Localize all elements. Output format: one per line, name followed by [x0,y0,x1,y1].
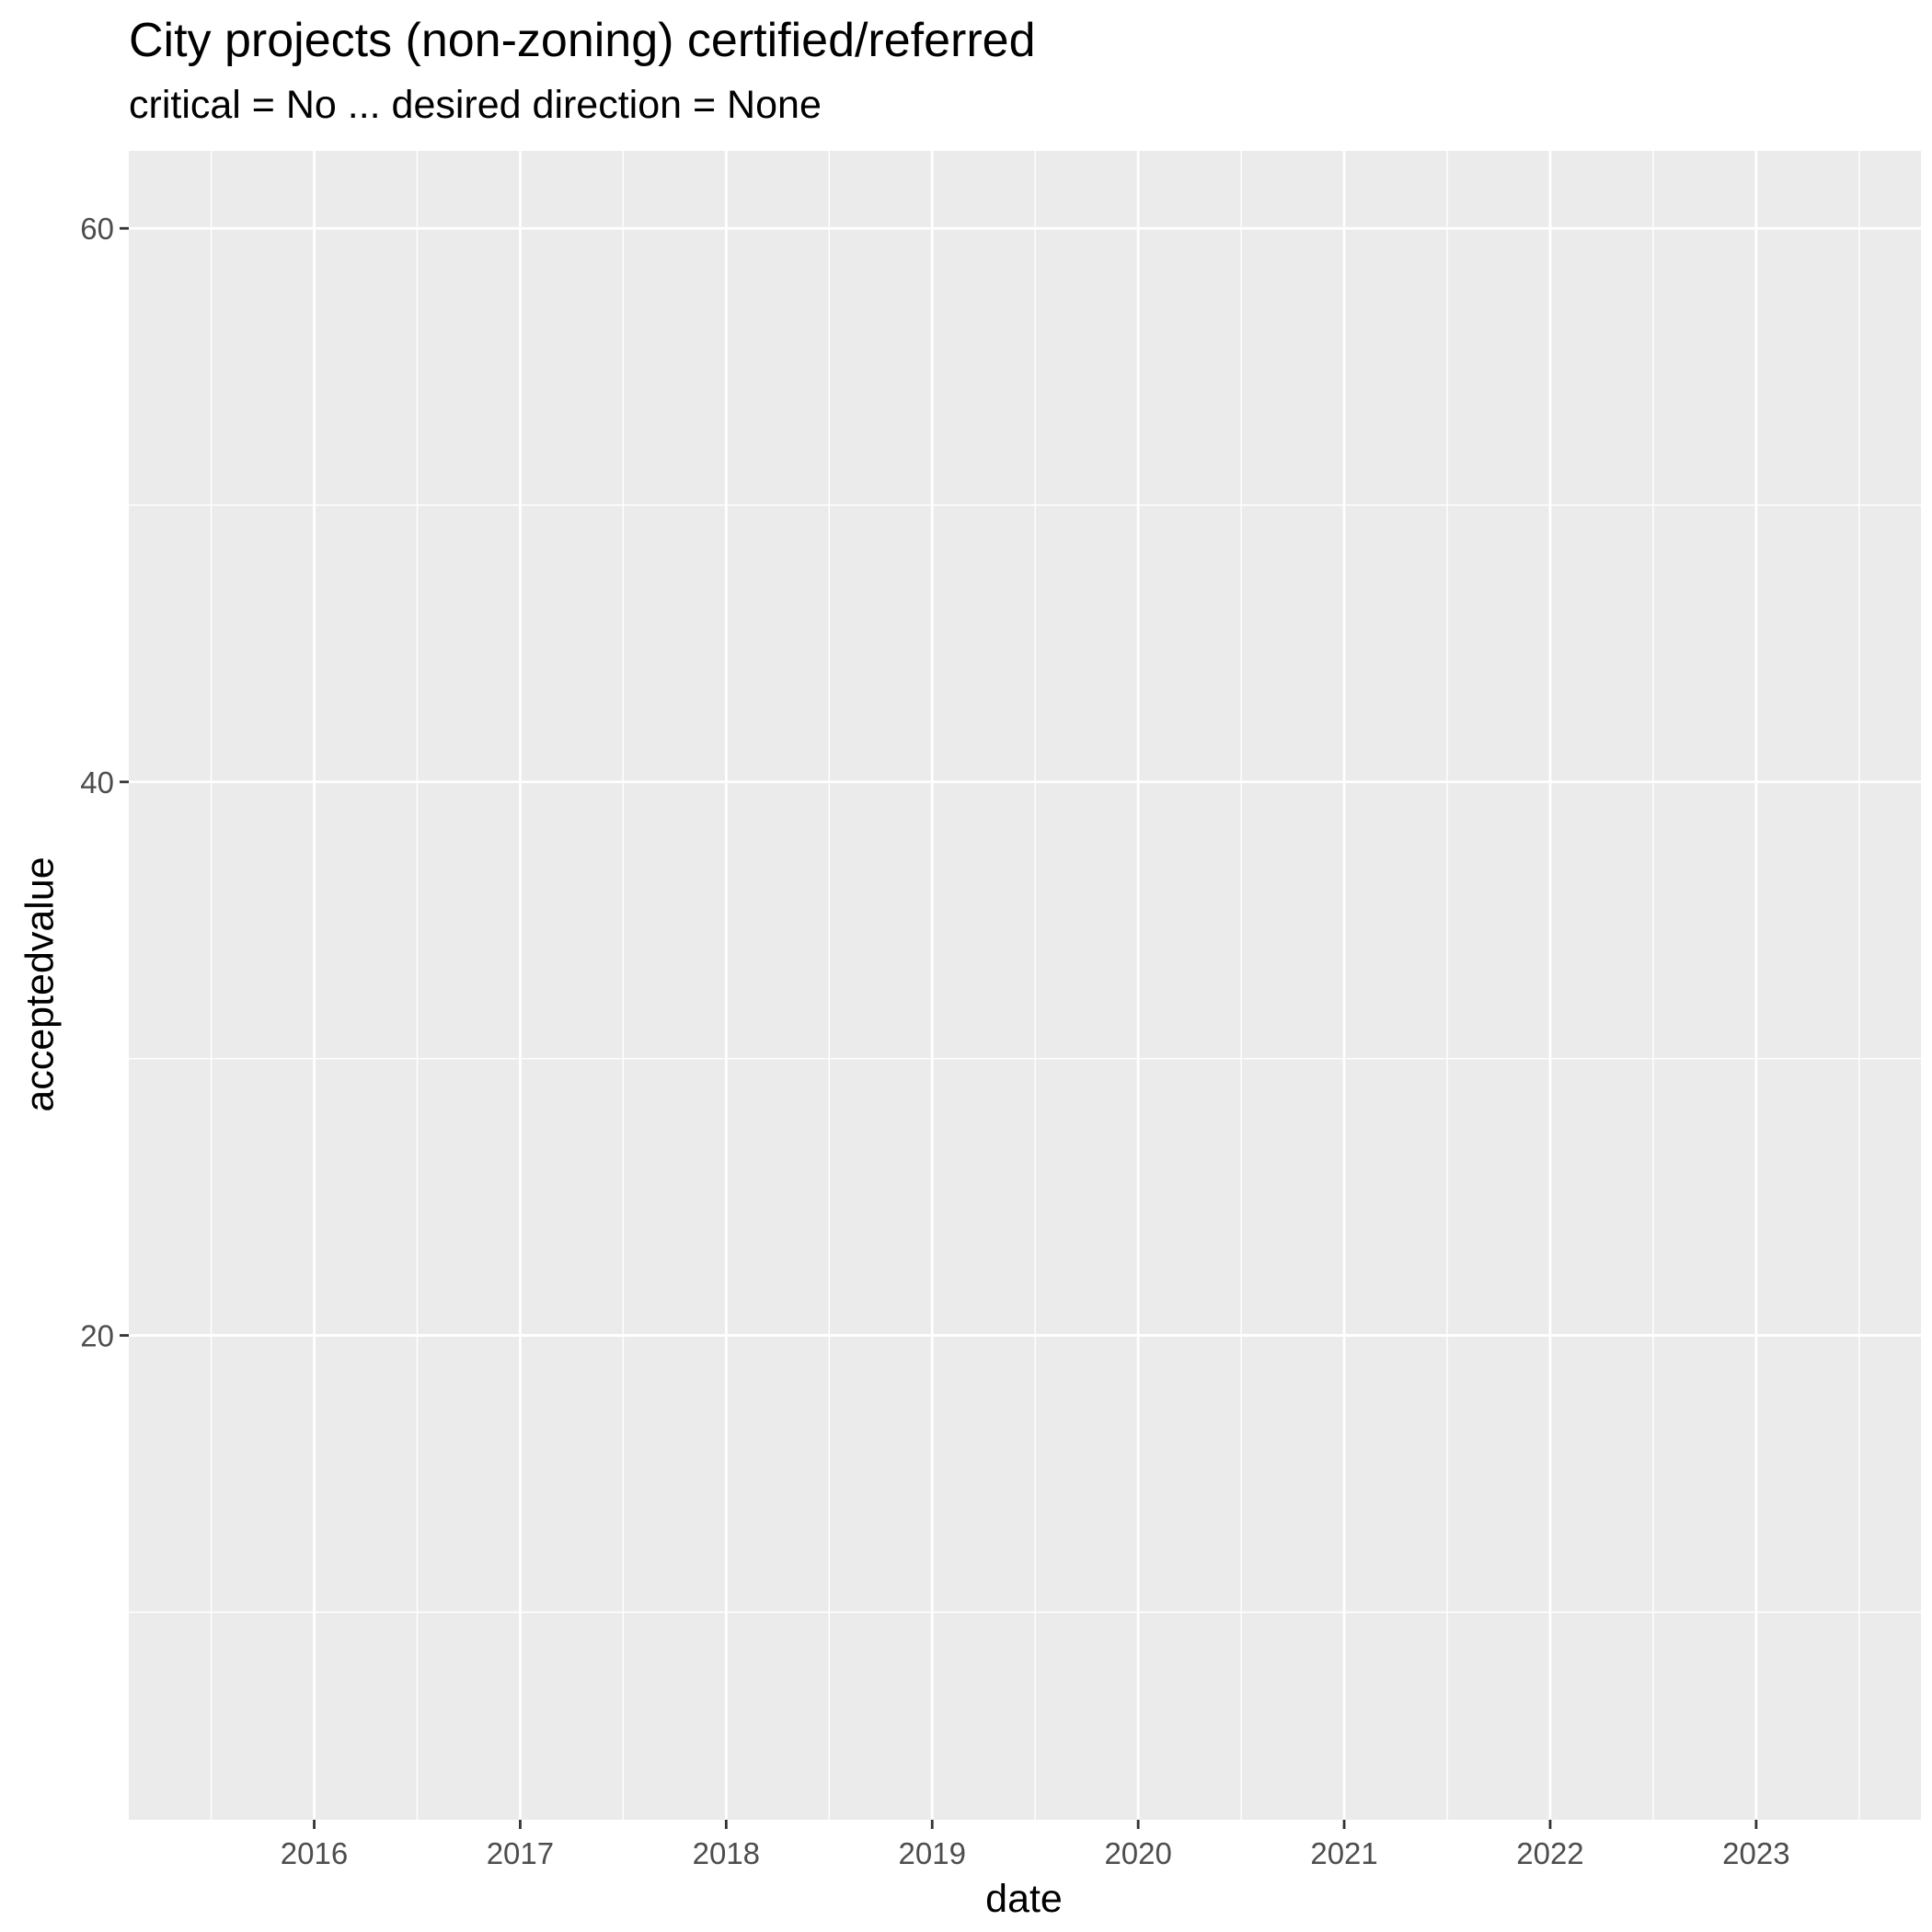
chart-subtitle: critical = No ... desired direction = No… [129,83,822,127]
x-tick-label: 2022 [1516,1836,1583,1870]
major-gridlines [129,151,1921,1820]
x-axis: 2016 2017 2018 2019 2020 2021 2022 2023 [281,1820,1790,1870]
y-tick-label: 20 [80,1319,114,1353]
y-tick-label: 60 [80,212,114,246]
x-tick-label: 2016 [281,1836,348,1870]
x-tick-label: 2019 [899,1836,966,1870]
y-tick-label: 40 [80,765,114,799]
x-tick-label: 2020 [1104,1836,1171,1870]
x-tick-label: 2021 [1310,1836,1377,1870]
x-tick-label: 2017 [487,1836,554,1870]
minor-gridlines [129,151,1921,1820]
x-tick-label: 2018 [693,1836,760,1870]
plot-panel [129,151,1921,1820]
chart-title: City projects (non-zoning) certified/ref… [129,14,1036,67]
x-axis-label: date [985,1877,1063,1921]
x-tick-label: 2023 [1722,1836,1789,1870]
y-axis: 20 40 60 [80,212,129,1353]
